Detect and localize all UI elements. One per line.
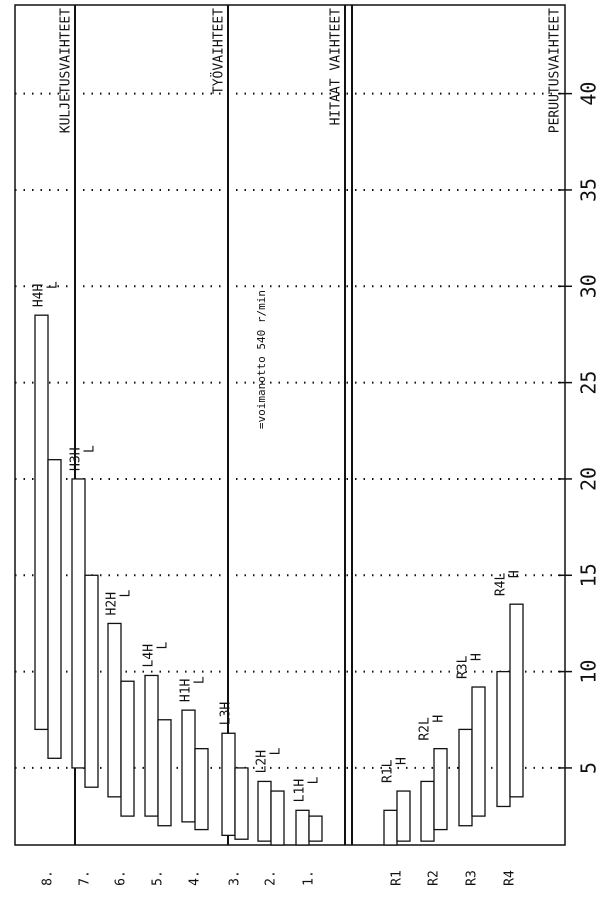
range-bar: [257, 780, 272, 842]
y-tick-label: 15: [577, 563, 601, 587]
range-bar: [34, 314, 49, 731]
gear-tag: H2H: [105, 592, 120, 615]
range-bar: [107, 622, 122, 798]
y-tick-label: 30: [577, 274, 601, 298]
y-tick-label: 5: [577, 762, 601, 774]
gear-tag: H3H: [69, 447, 84, 470]
gear-label: 1.: [302, 870, 317, 886]
range-bar: [47, 459, 62, 759]
range-bar: [194, 748, 209, 831]
frame: [14, 4, 566, 846]
gear-tag: H1H: [179, 679, 194, 702]
gear-tag: H: [508, 570, 523, 578]
range-bar: [509, 603, 524, 798]
group-label: PERUUTUSVAIHTEET: [548, 8, 563, 133]
range-bar: [120, 680, 135, 817]
range-bar: [84, 574, 99, 788]
gear-label: 7.: [78, 870, 93, 886]
range-bar: [295, 809, 310, 846]
gear-tag: H: [470, 653, 485, 661]
range-bar: [433, 748, 448, 831]
range-bar: [157, 719, 172, 827]
range-bar: [383, 809, 398, 846]
range-bar: [234, 767, 249, 840]
gear-tag: H: [432, 715, 447, 723]
gear-tag: L4H: [142, 644, 157, 667]
gear-label: 8.: [41, 870, 56, 886]
y-tick-label: 35: [577, 178, 601, 202]
gear-tag: H: [395, 757, 410, 765]
gear-tag: L1H: [293, 779, 308, 802]
gear-label: R3: [465, 870, 480, 886]
gear-tag: L: [307, 776, 322, 784]
annotation: =voimanotto 540 r/min: [255, 290, 268, 429]
gear-tag: L: [119, 589, 134, 597]
range-bar: [420, 780, 435, 842]
range-bar: [270, 790, 285, 846]
group-label: KULJETUSVAIHTEET: [59, 8, 74, 133]
range-bar: [471, 686, 486, 817]
gear-label: 6.: [114, 870, 129, 886]
gear-tag: R3L: [456, 655, 471, 679]
gear-tag: R1L: [381, 759, 396, 783]
y-tick-label: 10: [577, 660, 601, 684]
range-bar: [221, 732, 236, 837]
gear-tag: L: [269, 747, 284, 755]
gear-label: 2.: [264, 870, 279, 886]
group-label: TYÖVAIHTEET: [210, 8, 227, 94]
group-label: HITAAT VAIHTEET: [329, 8, 344, 126]
range-bar: [308, 815, 323, 842]
gear-tag: H4H: [32, 284, 47, 307]
y-tick-label: 40: [577, 82, 601, 106]
range-bar: [458, 728, 473, 827]
gear-tag: L3H: [219, 702, 234, 725]
gear-tag: L: [83, 445, 98, 453]
gear-label: 5.: [151, 870, 166, 886]
y-tick-label: 20: [577, 467, 601, 491]
range-bar: [181, 709, 196, 823]
gear-tag: R2L: [418, 717, 433, 741]
range-bar: [396, 790, 411, 842]
gear-label: 3.: [228, 870, 243, 886]
gear-tag: L: [46, 281, 61, 289]
gear-tag: L: [156, 641, 171, 649]
gear-label: 4.: [188, 870, 203, 886]
gear-tag: L: [193, 676, 208, 684]
gear-tag: R4L: [494, 573, 509, 597]
range-bar: [496, 670, 511, 808]
gear-tag: L2H: [255, 750, 270, 773]
gear-label: R1: [390, 870, 405, 886]
range-bar: [71, 478, 86, 769]
range-bar: [144, 674, 159, 817]
y-tick-label: 25: [577, 371, 601, 395]
gear-label: R2: [427, 870, 442, 886]
gear-label: R4: [503, 870, 518, 886]
